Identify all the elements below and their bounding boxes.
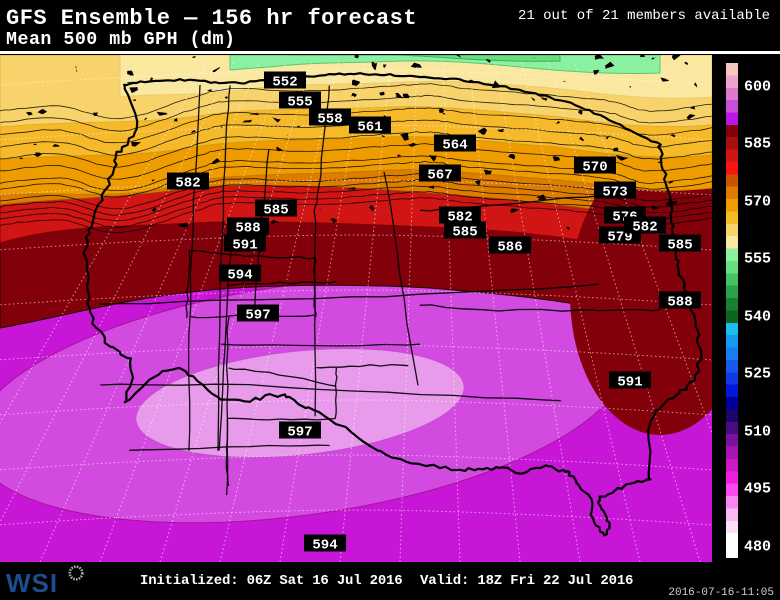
svg-text:582: 582 [175, 176, 200, 192]
svg-text:594: 594 [312, 538, 337, 554]
svg-text:585: 585 [452, 225, 477, 241]
svg-text:586: 586 [497, 240, 522, 256]
svg-text:558: 558 [317, 112, 342, 128]
svg-text:591: 591 [617, 375, 642, 391]
svg-text:585: 585 [667, 238, 692, 254]
svg-text:594: 594 [227, 268, 252, 284]
svg-text:585: 585 [263, 203, 288, 219]
svg-text:582: 582 [632, 220, 657, 236]
svg-text:570: 570 [582, 160, 607, 176]
svg-text:552: 552 [272, 75, 297, 91]
svg-text:588: 588 [235, 221, 260, 237]
svg-text:597: 597 [287, 425, 312, 441]
svg-text:597: 597 [245, 308, 270, 324]
svg-text:555: 555 [287, 95, 312, 111]
svg-text:573: 573 [602, 185, 627, 201]
svg-text:588: 588 [667, 295, 692, 311]
svg-text:564: 564 [442, 138, 467, 154]
svg-text:591: 591 [232, 238, 257, 254]
svg-text:561: 561 [357, 120, 382, 136]
svg-text:567: 567 [427, 168, 452, 184]
